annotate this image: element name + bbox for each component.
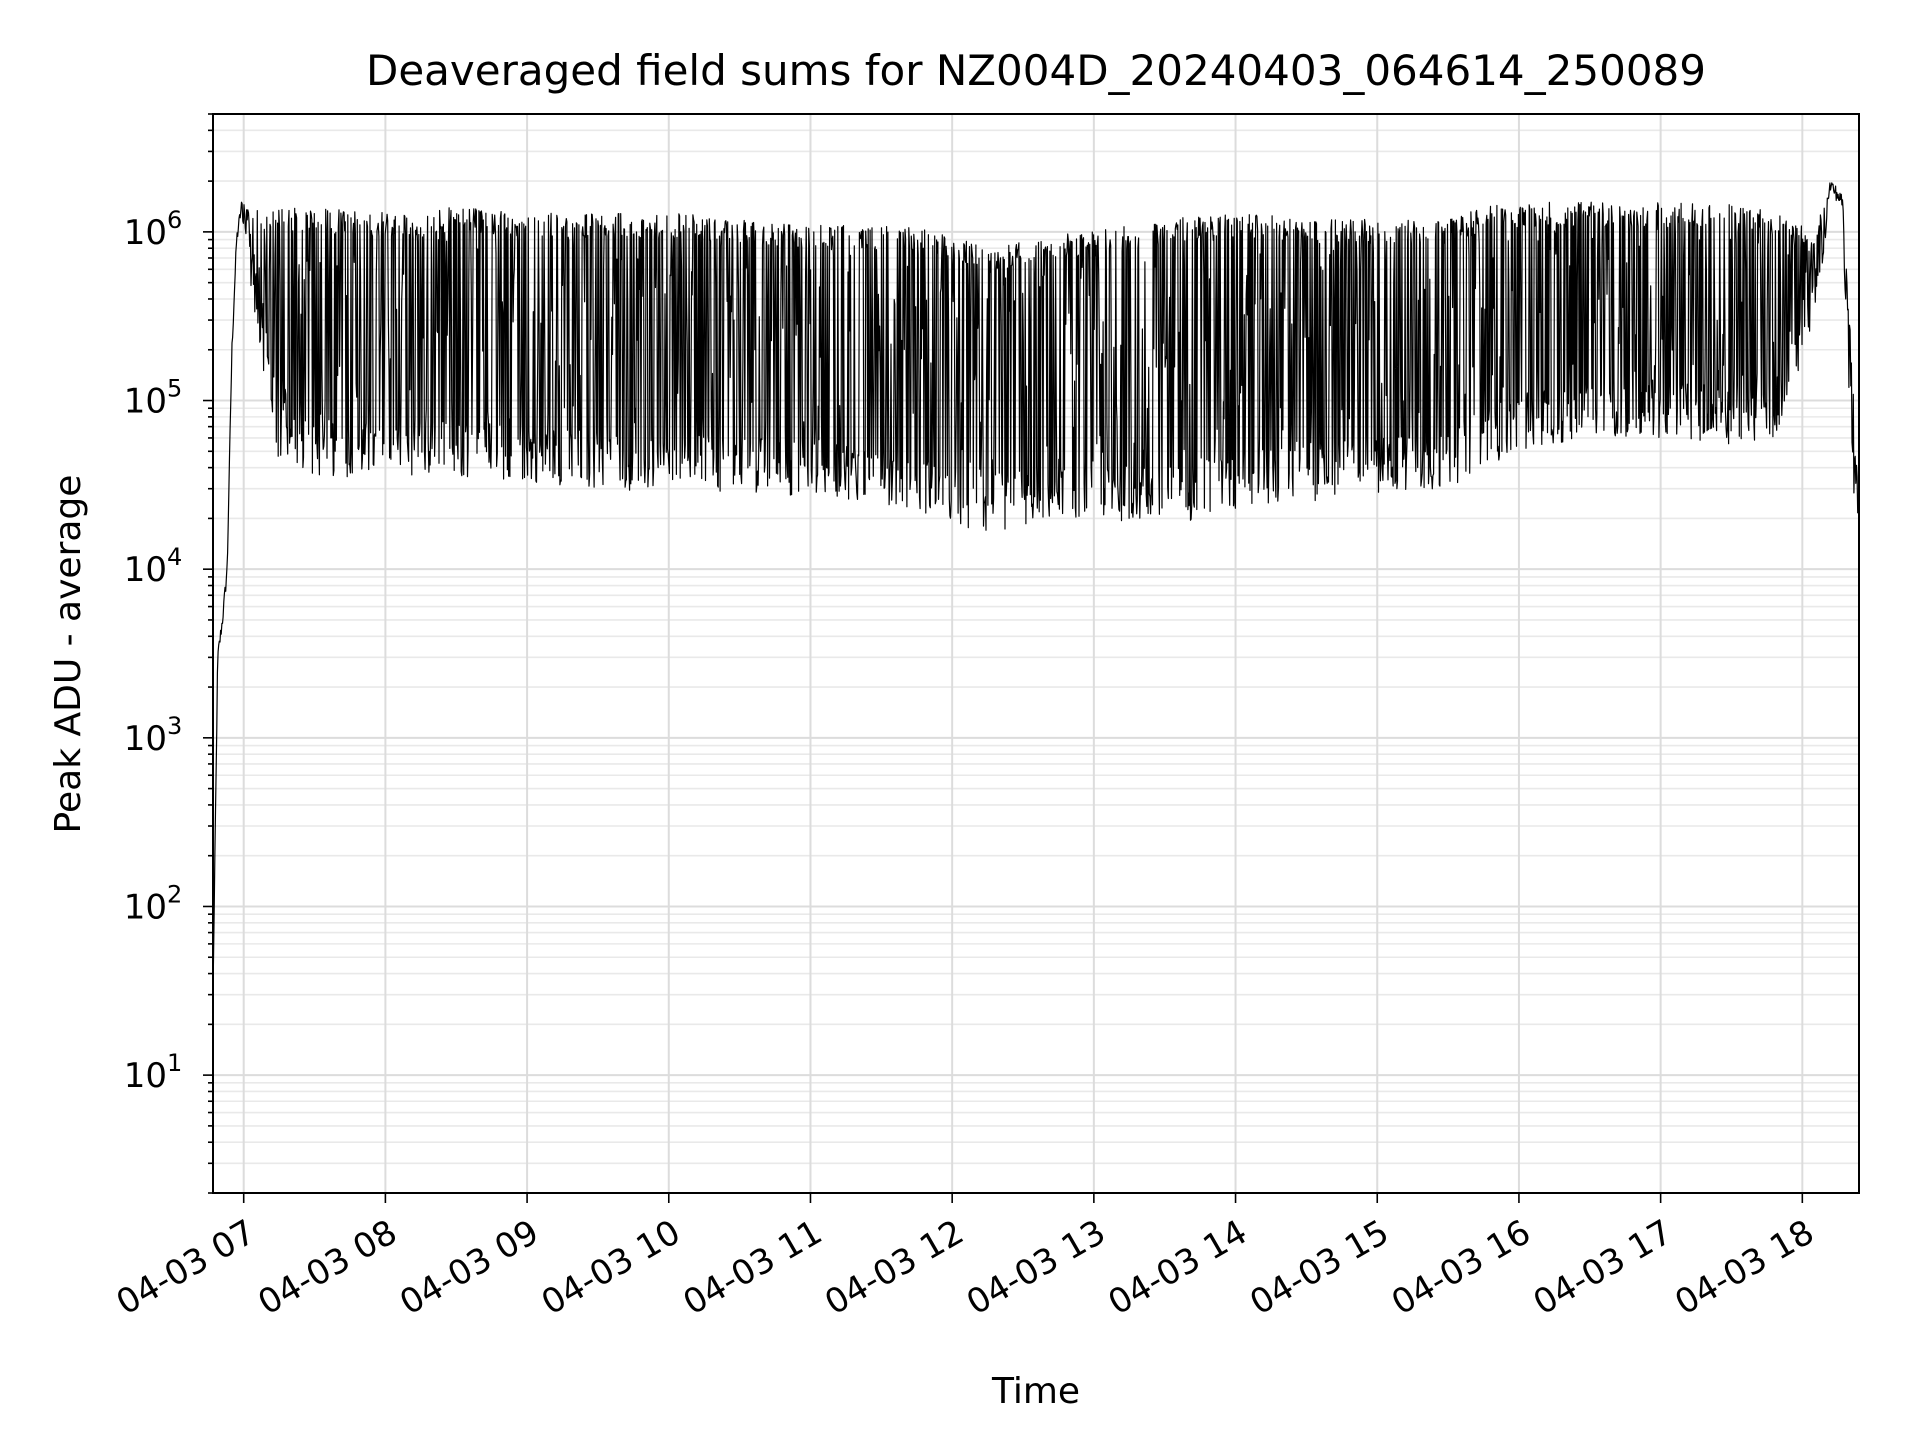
y-axis-label: Peak ADU - average [48, 475, 89, 834]
series-line [212, 182, 1860, 993]
y-tick-label: 102 [124, 880, 183, 927]
x-axis-label: Time [991, 1371, 1080, 1412]
y-tick-label: 104 [124, 543, 183, 590]
plot-frame [212, 113, 1860, 1194]
chart-title: Deaveraged field sums for NZ004D_2024040… [366, 46, 1706, 95]
y-tick-label: 106 [124, 206, 183, 253]
y-tick-label: 103 [124, 712, 183, 759]
data-series [212, 182, 1860, 993]
y-tick-label: 105 [124, 375, 183, 422]
y-tick-label: 101 [124, 1049, 183, 1096]
axis-ticks [203, 113, 1804, 1203]
